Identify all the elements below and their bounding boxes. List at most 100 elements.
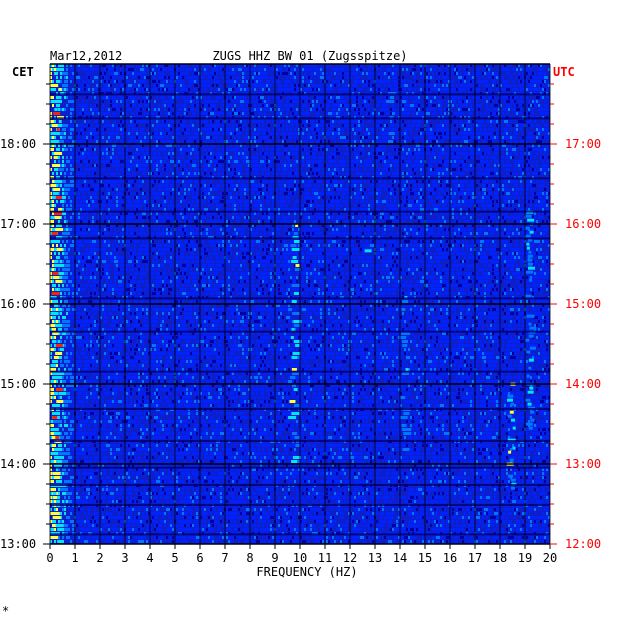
spectrum-cell — [90, 144, 92, 147]
spectrum-cell — [320, 80, 322, 83]
spectrum-cell — [136, 140, 138, 143]
spectrum-cell — [120, 124, 122, 127]
spectrum-cell — [68, 136, 70, 139]
spectrum-cell — [378, 148, 380, 151]
spectrum-cell — [518, 80, 520, 83]
spectrum-cell — [180, 64, 182, 67]
spectrum-cell — [528, 68, 530, 71]
spectrum-cell — [80, 76, 82, 79]
spectrum-cell — [212, 112, 214, 115]
spectrum-cell — [52, 124, 54, 127]
spectrum-cell — [358, 68, 360, 71]
spectrum-cell — [426, 84, 428, 87]
spectrum-cell — [186, 76, 188, 79]
spectrum-cell — [296, 96, 298, 99]
spectrum-cell — [322, 124, 324, 127]
spectrum-cell — [520, 160, 522, 163]
spectrum-cell — [100, 96, 102, 99]
spectrum-cell — [302, 152, 304, 155]
spectrum-cell — [214, 168, 216, 171]
spectrum-cell — [302, 128, 304, 131]
spectrum-cell — [364, 80, 366, 83]
spectrum-cell — [122, 128, 124, 131]
spectrum-cell — [248, 152, 250, 155]
spectrum-cell — [498, 124, 500, 127]
spectrum-cell — [286, 76, 288, 79]
spectrum-cell — [164, 152, 166, 155]
spectrum-cell — [542, 140, 544, 143]
spectrum-cell — [106, 96, 108, 99]
spectrum-cell — [490, 140, 492, 143]
spectrum-cell — [266, 80, 268, 83]
spectrum-cell — [390, 88, 392, 91]
spectrum-cell — [428, 140, 430, 143]
spectrum-cell — [182, 148, 184, 151]
spectrum-cell — [334, 156, 336, 159]
spectrum-cell — [384, 80, 386, 83]
spectrum-cell — [516, 64, 518, 67]
spectrum-cell — [394, 76, 396, 79]
spectrum-cell — [164, 84, 166, 87]
spectrum-cell — [152, 76, 154, 79]
spectrum-cell — [238, 96, 240, 99]
spectrum-cell — [404, 164, 406, 167]
spectrum-cell — [538, 64, 540, 67]
spectrum-cell — [366, 128, 368, 131]
spectrum-cell — [286, 136, 288, 139]
spectrum-cell — [160, 132, 162, 135]
spectrum-cell — [278, 112, 280, 115]
spectrum-cell — [242, 72, 244, 75]
spectrum-cell — [206, 80, 208, 83]
spectrum-cell — [102, 128, 104, 131]
spectrum-cell — [214, 72, 216, 75]
spectrum-cell — [372, 172, 374, 175]
spectrum-cell — [454, 124, 456, 127]
spectrum-cell — [138, 120, 140, 123]
spectrum-cell — [528, 104, 530, 107]
spectrum-cell — [348, 84, 350, 87]
spectrum-cell — [480, 172, 482, 175]
spectrum-cell — [96, 164, 98, 167]
spectrum-cell — [384, 72, 386, 75]
spectrum-cell — [72, 76, 74, 79]
spectrum-cell — [182, 140, 184, 143]
spectrum-cell — [534, 168, 536, 171]
spectrum-cell — [104, 148, 106, 151]
spectrum-cell — [80, 168, 82, 171]
spectrum-cell — [210, 136, 212, 139]
spectrum-cell — [272, 168, 274, 171]
spectrum-cell — [404, 112, 406, 115]
spectrum-cell — [118, 164, 120, 167]
spectrum-cell — [378, 88, 380, 91]
spectrum-cell — [240, 96, 242, 99]
spectrum-cell — [282, 144, 284, 147]
spectrum-cell — [254, 156, 256, 159]
spectrum-cell — [348, 112, 350, 115]
spectrum-cell — [350, 140, 352, 143]
spectrum-cell — [308, 160, 310, 163]
spectrum-cell — [210, 120, 212, 123]
spectrum-cell — [312, 160, 314, 163]
spectrum-cell — [504, 88, 506, 91]
spectrum-cell — [308, 136, 310, 139]
spectrum-cell — [122, 136, 124, 139]
spectrum-cell — [420, 72, 422, 75]
spectrum-cell — [340, 108, 342, 111]
spectrum-cell — [306, 76, 308, 79]
spectrum-cell — [458, 152, 460, 155]
spectrum-cell — [342, 128, 344, 131]
spectrum-cell — [516, 160, 518, 163]
spectrum-cell — [78, 124, 80, 127]
spectrum-cell — [62, 164, 64, 167]
spectrum-cell — [422, 156, 424, 159]
spectrum-cell — [288, 144, 290, 147]
spectrum-cell — [266, 108, 268, 111]
spectrum-cell — [60, 168, 62, 171]
spectrum-cell — [134, 172, 136, 175]
spectrum-cell — [480, 156, 482, 159]
spectrum-cell — [404, 148, 406, 151]
spectrum-cell — [394, 160, 396, 163]
spectrum-cell — [354, 140, 356, 143]
spectrum-cell — [244, 124, 246, 127]
spectrum-cell — [120, 88, 122, 91]
